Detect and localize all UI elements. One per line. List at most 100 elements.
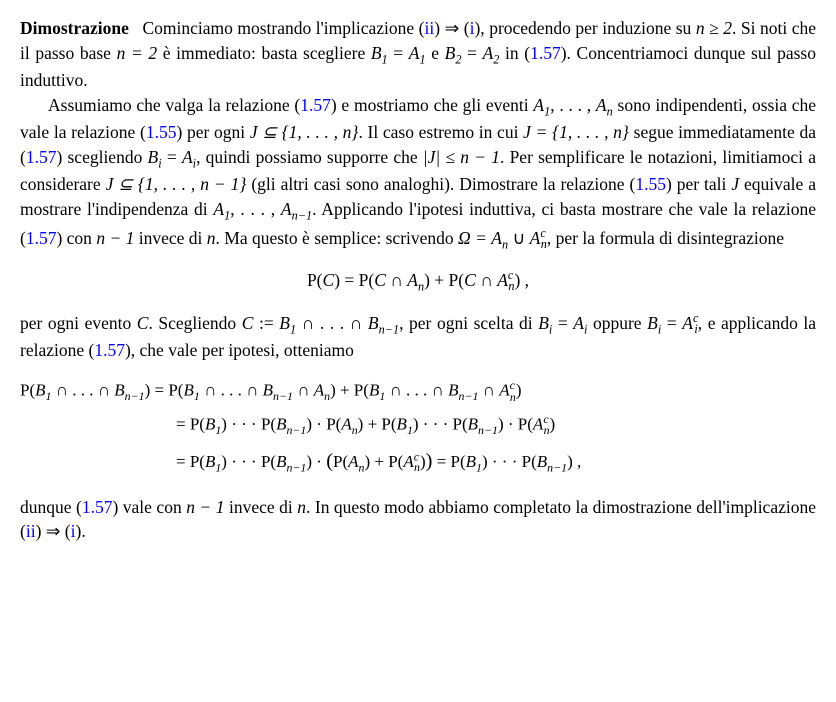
text-p4a: dunque ( [20, 497, 82, 517]
math-nb: n [297, 497, 306, 517]
text-p2o: invece di [134, 227, 206, 247]
text-p4c: invece di [224, 497, 297, 517]
math-bi2: B [647, 312, 658, 332]
ref-157-1[interactable]: 1.57 [530, 43, 561, 63]
text-p3d: , per ogni scelta di [399, 312, 538, 332]
text-p4b: ) vale con [112, 497, 186, 517]
eq3: = [162, 147, 182, 167]
math-b2: B [445, 43, 456, 63]
text-p2h: , quindi possiamo supporre che [196, 147, 423, 167]
text-p4f: ). [76, 521, 86, 541]
eq1-a: P( [307, 270, 323, 290]
text-p2q: , per la formula di disintegrazione [547, 227, 784, 247]
eq2-line1: P(B1 ∩ . . . ∩ Bn−1) = P(B1 ∩ . . . ∩ Bn… [20, 374, 816, 408]
math-j-subset: J ⊆ {1, . . . , n} [250, 122, 359, 142]
math-j-subset2: J ⊆ {1, . . . , n − 1} [106, 174, 247, 194]
text-p1b: ) ⇒ ( [434, 18, 469, 38]
math-b1b: B [279, 312, 290, 332]
math-a2: A [483, 43, 494, 63]
ref-155-2[interactable]: 1.55 [635, 174, 666, 194]
math-j: J [731, 174, 739, 194]
math-ai: A [182, 147, 193, 167]
math-bi3: B [538, 312, 549, 332]
text-p3a: per ogni evento [20, 312, 137, 332]
eq1: = [388, 43, 409, 63]
eq1-f: ∩ [476, 270, 497, 290]
math-an1: A [281, 199, 292, 219]
ref-157-3[interactable]: 1.57 [26, 147, 57, 167]
text-p2e: . Il caso estremo in cui [358, 122, 523, 142]
math-n1: n − 1 [96, 227, 134, 247]
math-b1: B [371, 43, 382, 63]
paragraph-4: dunque (1.57) vale con n − 1 invece di n… [20, 495, 816, 544]
eq4: = [552, 312, 573, 332]
eq2-line3: = P(B1) · · · P(Bn−1) · (P(An) + P(Acn))… [20, 442, 816, 481]
text-p2d: ) per ogni [176, 122, 249, 142]
text-p2k: ) per tali [666, 174, 731, 194]
text-p2j: (gli altri casi sono analoghi). Dimostra… [246, 174, 635, 194]
eq1-c3: C [464, 270, 476, 290]
text-p1c: ), procedendo per induzione su [474, 18, 695, 38]
text-p2b2: , . . . , [550, 95, 596, 115]
math-c2: C [242, 312, 254, 332]
eq2: = [461, 43, 482, 63]
document-content: Dimostrazione Cominciamo mostrando l'imp… [20, 16, 816, 544]
math-a1c: A [213, 199, 224, 219]
math-n-ge-2: n ≥ 2 [696, 18, 732, 38]
text-p3e: oppure [587, 312, 647, 332]
sub-n1b: n−1 [292, 208, 313, 222]
equation-display-2: P(B1 ∩ . . . ∩ Bn−1) = P(B1 ∩ . . . ∩ Bn… [20, 374, 816, 480]
math-j-le: |J| ≤ n − 1 [423, 147, 500, 167]
text-p2n: ) con [56, 227, 96, 247]
ref-157-6[interactable]: 1.57 [82, 497, 113, 517]
math-omega: Ω = A [458, 227, 502, 247]
math-an: A [596, 95, 607, 115]
eq5: = [661, 312, 682, 332]
eq1-g: ) , [514, 270, 529, 290]
ref-155-1[interactable]: 1.55 [146, 122, 177, 142]
text-p1e: è immediato: basta scegliere [157, 43, 371, 63]
eq1-an: A [407, 270, 418, 290]
ref-157-4[interactable]: 1.57 [26, 227, 57, 247]
text-p3c2: ∩ . . . ∩ [296, 312, 368, 332]
eq1-c: C [323, 270, 335, 290]
math-bi: B [148, 147, 159, 167]
paragraph-2: Assumiamo che valga la relazione (1.57) … [20, 93, 816, 253]
text-p2l2: , . . . , [230, 199, 281, 219]
math-aic: A [682, 312, 693, 332]
eq1-anc: A [497, 270, 508, 290]
math-c: C [137, 312, 149, 332]
text-p3b: . Scegliendo [148, 312, 241, 332]
math-ai2: A [573, 312, 584, 332]
math-bn1: B [368, 312, 379, 332]
paragraph-1: Dimostrazione Cominciamo mostrando l'imp… [20, 16, 816, 93]
math-anc: A [530, 227, 541, 247]
math-a1b: A [533, 95, 544, 115]
ref-157-5[interactable]: 1.57 [94, 340, 125, 360]
eq1-b: ) = P( [334, 270, 374, 290]
text-p4e: ) ⇒ ( [36, 521, 71, 541]
paragraph-3: per ogni evento C. Scegliendo C := B1 ∩ … [20, 310, 816, 363]
text-p1f: in ( [499, 43, 530, 63]
math-a1: A [409, 43, 420, 63]
text-p3g: ), che vale per ipotesi, otteniamo [125, 340, 354, 360]
text-p2b: ) e mostriamo che gli eventi [331, 95, 534, 115]
text-p2g: ) scegliendo [56, 147, 147, 167]
ref-ii-1[interactable]: ii [425, 18, 435, 38]
math-n: n [207, 227, 216, 247]
ref-ii-2[interactable]: ii [26, 521, 36, 541]
sub-n1c: n−1 [379, 322, 400, 336]
text-p2a: Assumiamo che valga la relazione ( [48, 95, 300, 115]
eq1-e: ) + P( [424, 270, 464, 290]
eq2-line2: = P(B1) · · · P(Bn−1) · P(An) + P(B1) · … [20, 408, 816, 442]
math-j-eq: J = {1, . . . , n} [523, 122, 629, 142]
math-n1b: n − 1 [186, 497, 224, 517]
text-p2p: . Ma questo è semplice: scrivendo [216, 227, 459, 247]
ref-157-2[interactable]: 1.57 [300, 95, 331, 115]
eq1-d: ∩ [386, 270, 407, 290]
eq1-c2: C [374, 270, 386, 290]
math-n-eq-2: n = 2 [117, 43, 158, 63]
heading-dimostrazione: Dimostrazione [20, 18, 129, 38]
text-p2p2: ∪ [508, 227, 530, 247]
text-p1a: Cominciamo mostrando l'implicazione ( [142, 18, 424, 38]
